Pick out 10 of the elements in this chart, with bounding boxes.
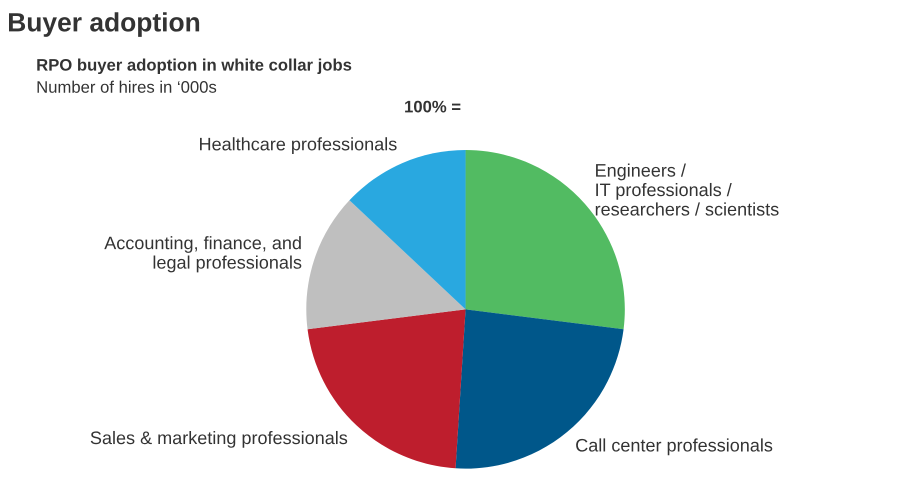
text: Number of hires in ‘000s xyxy=(38,80,216,93)
slice-label: Sales & marketing professionals xyxy=(90,430,348,448)
slice-label: Healthcare professionals xyxy=(200,137,397,154)
chart-subtitle: RPO buyer adoption in white collar jobs xyxy=(37,58,352,74)
chart-title: Buyer adoption xyxy=(8,12,200,37)
slice-label: Accounting, finance, and legal professionals xyxy=(104,236,302,272)
pie-slice xyxy=(306,200,466,330)
slice-label: Call center professionals xyxy=(576,438,772,456)
text: 100% = xyxy=(405,100,460,112)
slice-label: Engineers / IT professionals / researchers / scientists xyxy=(596,163,779,216)
